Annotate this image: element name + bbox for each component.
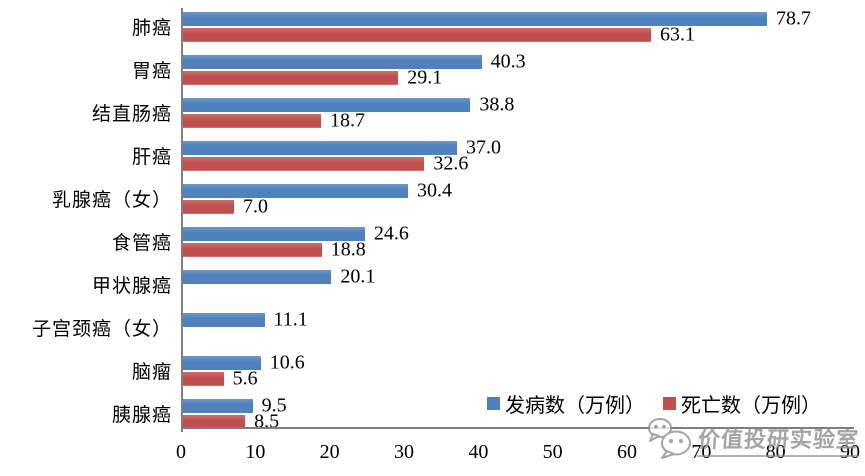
category-label: 食管癌 xyxy=(111,232,172,254)
value-label: 24.6 xyxy=(373,222,409,245)
incidence-bar xyxy=(182,355,261,370)
x-tick-label: 30 xyxy=(394,441,414,463)
category-label: 乳腺癌（女） xyxy=(51,189,172,211)
incidence-bar xyxy=(182,312,265,327)
value-label: 37.0 xyxy=(466,136,502,159)
death-bar xyxy=(182,242,322,257)
death-bar xyxy=(182,199,235,214)
value-label: 7.0 xyxy=(243,195,269,217)
category-label: 甲状腺癌 xyxy=(91,275,172,297)
value-label: 18.8 xyxy=(330,238,366,260)
death-bar xyxy=(182,156,425,171)
x-tick-label: 70 xyxy=(691,441,712,463)
x-tick-label: 40 xyxy=(468,441,489,463)
death-bar xyxy=(182,27,652,42)
x-tick-label: 10 xyxy=(245,441,266,463)
value-label: 11.1 xyxy=(273,308,308,331)
x-tick-label: 0 xyxy=(176,441,186,463)
x-tick-label: 60 xyxy=(617,441,637,463)
legend-item-deaths: 死亡数（万例） xyxy=(663,389,821,418)
legend-swatch-deaths xyxy=(663,397,676,410)
death-bar xyxy=(182,371,224,386)
x-axis-line xyxy=(181,427,854,429)
category-label: 胰腺癌 xyxy=(111,404,172,426)
category-label: 肝癌 xyxy=(131,146,172,168)
x-tick-label: 20 xyxy=(319,441,340,463)
value-label: 78.7 xyxy=(776,7,811,30)
x-tick-label: 80 xyxy=(765,441,786,463)
value-label: 63.1 xyxy=(660,23,696,45)
incidence-bar xyxy=(182,226,365,241)
incidence-bar xyxy=(182,11,767,26)
value-label: 10.6 xyxy=(269,351,305,374)
value-label: 32.6 xyxy=(433,152,469,174)
value-label: 29.1 xyxy=(407,66,443,88)
legend: 发病数（万例） 死亡数（万例） xyxy=(487,389,821,418)
category-label: 脑瘤 xyxy=(131,361,172,383)
incidence-bar xyxy=(182,398,253,413)
incidence-bar xyxy=(182,97,471,112)
watermark: 价值投研实验室 xyxy=(646,417,861,461)
incidence-bar xyxy=(182,183,408,198)
value-label: 5.6 xyxy=(232,367,258,389)
value-label: 8.5 xyxy=(254,410,280,432)
value-label: 18.7 xyxy=(330,109,365,131)
category-label: 结直肠癌 xyxy=(91,103,172,125)
legend-swatch-incidence xyxy=(487,397,500,410)
death-bar xyxy=(182,113,321,128)
value-label: 40.3 xyxy=(490,50,526,73)
incidence-bar xyxy=(182,269,332,284)
x-tick-label: 90 xyxy=(840,441,860,463)
legend-item-incidence: 发病数（万例） xyxy=(487,389,645,418)
category-label: 肺癌 xyxy=(131,17,172,39)
y-axis-line xyxy=(181,8,183,432)
watermark-text: 价值投研实验室 xyxy=(696,421,861,457)
death-bar xyxy=(182,70,399,85)
value-label: 9.5 xyxy=(261,394,287,417)
legend-label-deaths: 死亡数（万例） xyxy=(681,395,821,417)
incidence-bar xyxy=(182,140,458,155)
x-tick-label: 50 xyxy=(542,441,563,463)
value-label: 38.8 xyxy=(479,93,515,116)
wechat-icon xyxy=(648,418,691,459)
death-bar xyxy=(182,414,246,429)
category-label: 子宫颈癌（女） xyxy=(31,318,172,340)
legend-label-incidence: 发病数（万例） xyxy=(505,395,645,417)
value-label: 20.1 xyxy=(340,265,376,288)
incidence-bar xyxy=(182,54,482,69)
category-label: 胃癌 xyxy=(131,60,172,82)
value-label: 30.4 xyxy=(416,179,452,202)
